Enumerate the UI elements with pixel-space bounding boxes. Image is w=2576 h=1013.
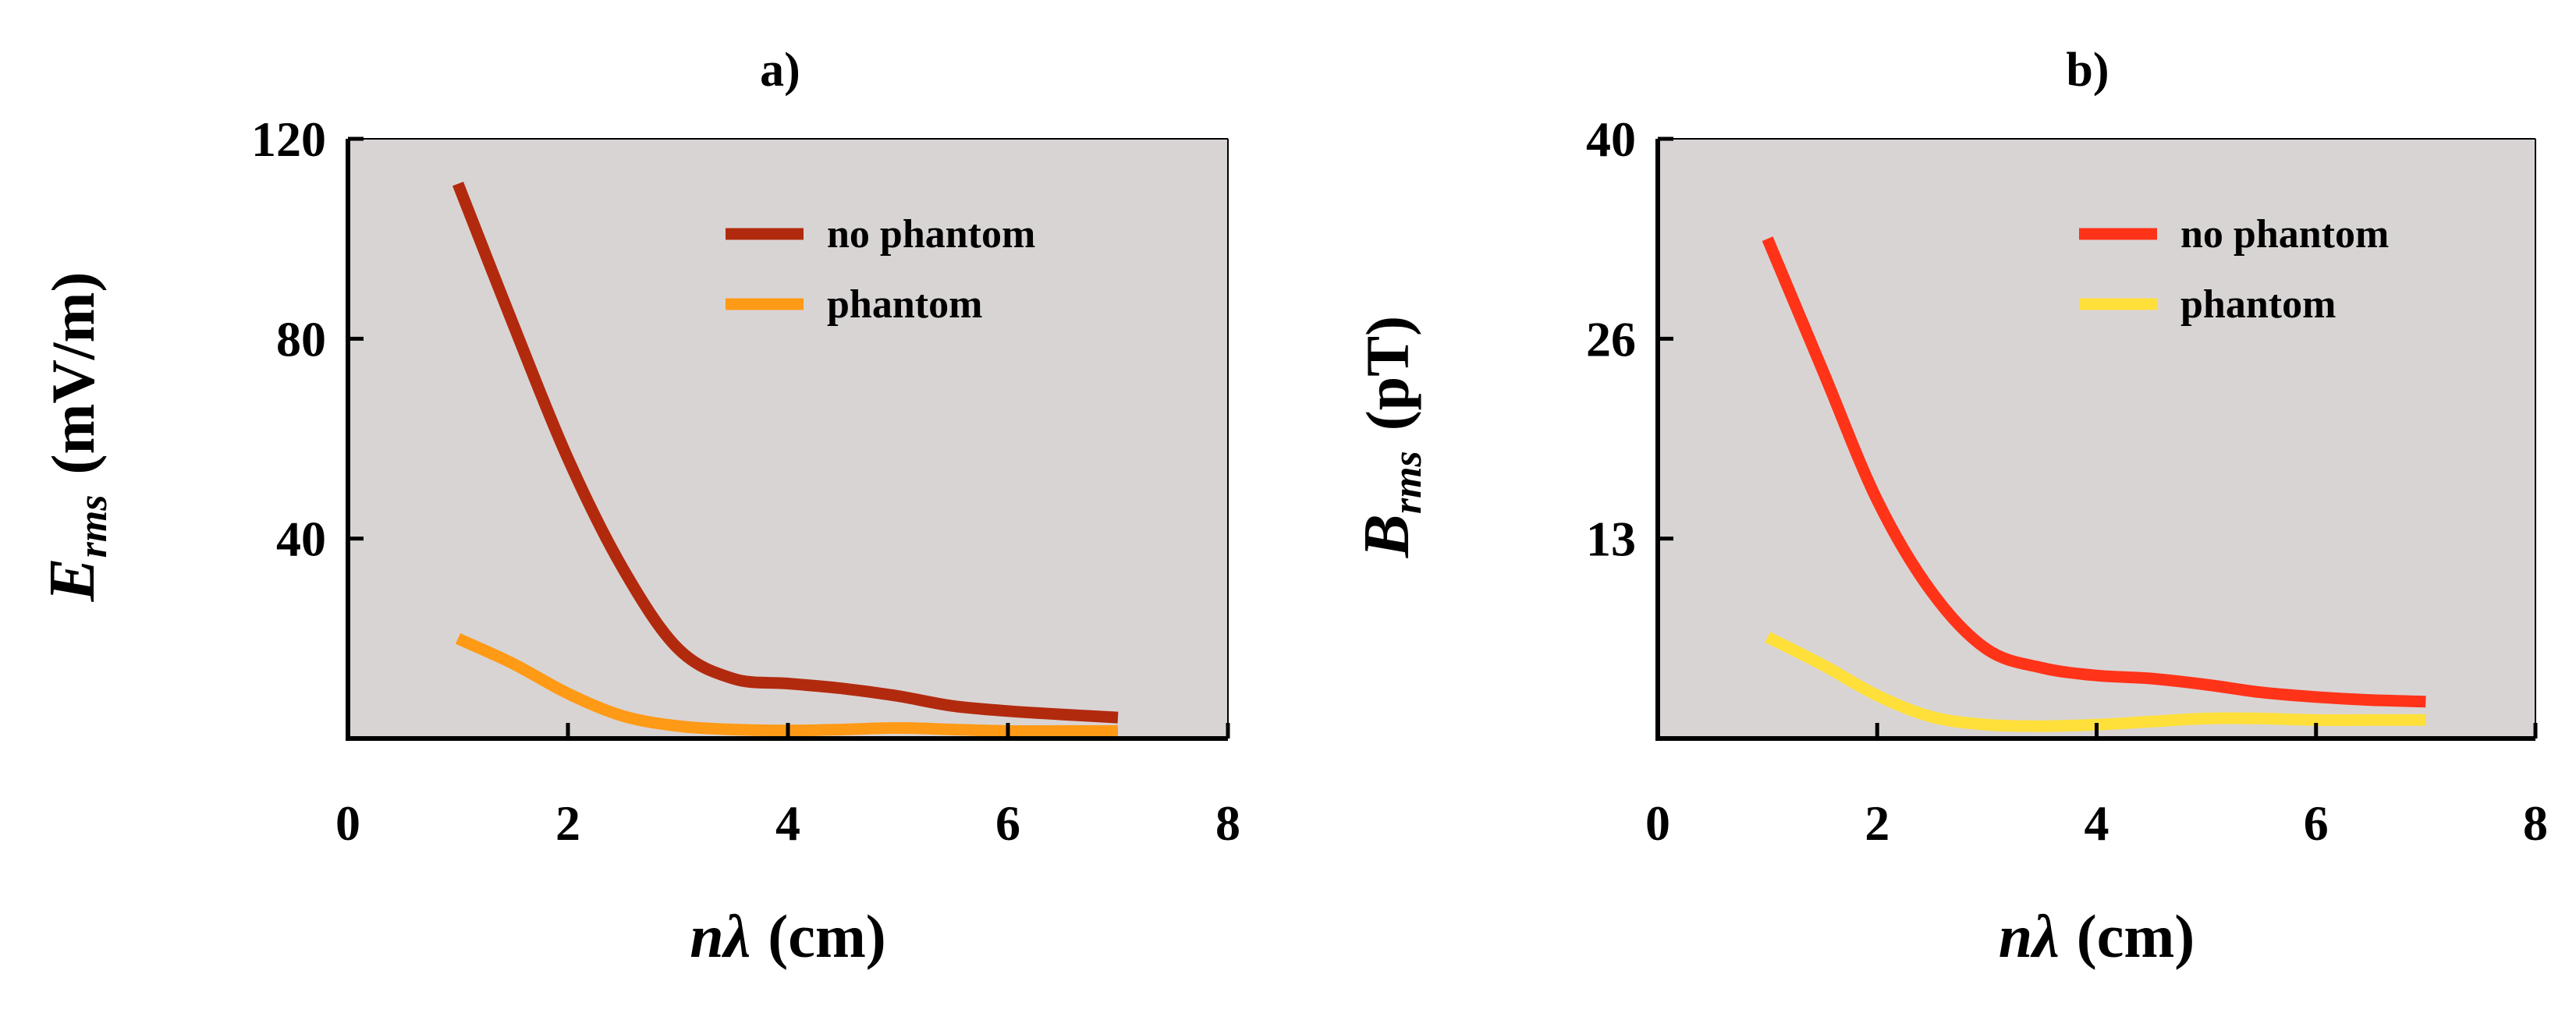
panel-title: b) [2066,44,2109,97]
x-axis-label: nλ (cm) [1999,902,2195,970]
y-tick-label: 120 [251,112,326,167]
x-tick-label: 0 [1645,795,1670,851]
y-axis-label: Brms(pT) [1350,316,1430,558]
panel-b: 13 26 40 0 2 4 6 8 b) no phantom phantom nλ (cm) Brms… [1350,44,2548,970]
x-tick-label: 6 [2304,795,2329,851]
x-tick-label: 8 [1215,795,1240,851]
legend-label: phantom [2180,282,2336,327]
x-tick-label: 4 [2085,795,2109,851]
panel-a: 40 80 120 0 2 4 6 8 a) no phantom phantom nλ (cm) Erm… [36,44,1240,970]
legend-label: no phantom [827,212,1035,257]
y-tick-label: 80 [276,311,326,367]
panel-title: a) [760,44,800,97]
y-axis-label: Erms(mV/m) [36,272,115,603]
y-tick-label: 40 [276,512,326,567]
y-tick-label: 40 [1586,112,1636,167]
legend-label: no phantom [2180,212,2389,257]
x-tick-label: 2 [555,795,580,851]
x-axis-label: nλ (cm) [690,902,886,970]
series-line-no-phantom [1762,236,2426,708]
x-tick-label: 4 [775,795,800,851]
x-tick-label: 8 [2523,795,2548,851]
y-tick-label: 13 [1586,512,1636,567]
x-tick-label: 2 [1865,795,1889,851]
legend-label: phantom [827,282,982,327]
x-tick-label: 6 [995,795,1020,851]
y-tick-label: 26 [1586,311,1636,367]
series-line-no-phantom [452,181,1119,724]
x-tick-label: 0 [335,795,360,851]
